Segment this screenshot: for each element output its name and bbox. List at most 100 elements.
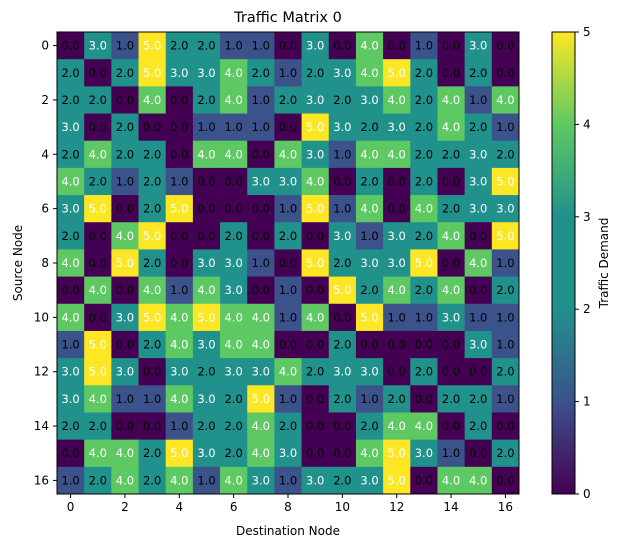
cell-value-label: 4.0 [116,473,134,487]
heatmap-cell [437,466,466,495]
cell-value-label: 0.0 [252,202,270,216]
cell-value-label: 4.0 [388,419,406,433]
cell-value-label: 0.0 [170,147,188,161]
cell-value-label: 0.0 [415,392,433,406]
cell-value-label: 1.0 [360,392,378,406]
cell-value-label: 2.0 [469,419,487,433]
cell-value-label: 4.0 [197,283,215,297]
cell-value-label: 1.0 [252,39,270,53]
cell-value-label: 0.0 [89,256,107,270]
cell-value-label: 0.0 [224,174,242,188]
heatmap-cell [220,32,248,60]
cell-value-label: 2.0 [197,39,215,53]
heatmap-cell [383,412,411,441]
heatmap-cell [410,412,438,441]
cell-value-label: 1.0 [496,120,514,134]
heatmap-cell [301,358,330,386]
heatmap-cell [491,249,520,277]
cell-value-label: 0.0 [442,174,460,188]
heatmap-cell [247,86,275,114]
cell-value-label: 2.0 [415,66,433,80]
heatmap-cell [138,330,167,359]
cell-value-label: 2.0 [469,66,487,80]
cell-value-label: 2.0 [333,256,351,270]
heatmap-cell [111,358,139,386]
cell-value-label: 4.0 [224,147,242,161]
heatmap-cell [301,412,330,441]
cell-value-label: 2.0 [469,120,487,134]
heatmap-cell [355,222,384,250]
cell-value-label: 5.0 [170,446,188,460]
cell-value-label: 4.0 [442,120,460,134]
heatmap-cell [383,358,411,386]
heatmap-cell [111,59,139,87]
cell-value-label: 3.0 [469,338,487,352]
heatmap-cell [84,32,112,60]
cell-value-label: 3.0 [388,120,406,134]
heatmap-cell [328,303,357,332]
heatmap-cell [410,439,438,468]
cell-value-label: 0.0 [61,446,79,460]
cell-value-label: 2.0 [388,392,406,406]
heatmap-cell [274,167,302,196]
heatmap-cell [491,330,520,359]
heatmap-cell [301,249,330,277]
heatmap-cell [57,195,85,223]
heatmap-cell [247,385,275,413]
heatmap-cell [301,59,330,87]
heatmap-cell [274,32,302,60]
heatmap-cell [220,276,248,305]
cell-value-label: 5.0 [306,120,324,134]
cell-value-label: 4.0 [469,256,487,270]
cell-value-label: 1.0 [170,283,188,297]
heatmap-cell [84,412,112,441]
heatmap-cell [192,222,221,250]
heatmap-cell [464,385,493,413]
heatmap-cell [165,222,194,250]
heatmap-cell [84,330,112,359]
cell-value-label: 2.0 [61,147,79,161]
cell-value-label: 3.0 [252,473,270,487]
cell-value-label: 0.0 [170,256,188,270]
heatmap-cell [220,195,248,223]
cell-value-label: 1.0 [496,392,514,406]
cell-value-label: 2.0 [116,66,134,80]
heatmap-cell [138,113,167,142]
cell-value-label: 0.0 [388,174,406,188]
x-axis-ticks: 0 2 4 6 8 10 12 14 16 [67,494,513,514]
cell-value-label: 4.0 [388,93,406,107]
cell-value-label: 4.0 [442,473,460,487]
cell-value-label: 3.0 [89,39,107,53]
heatmap-cell [274,330,302,359]
heatmap-cell [57,303,85,332]
cell-value-label: 2.0 [279,229,297,243]
heatmap-cell [464,249,493,277]
heatmap-cell [111,439,139,468]
colorbar-tick-label: 3 [583,210,591,224]
heatmap-cell [274,303,302,332]
cell-value-label: 0.0 [252,147,270,161]
cell-value-label: 1.0 [170,174,188,188]
cell-value-label: 4.0 [279,147,297,161]
cell-value-label: 0.0 [197,174,215,188]
cell-value-label: 5.0 [496,229,514,243]
cell-value-label: 0.0 [388,202,406,216]
heatmap-cell [111,195,139,223]
heatmap-cell [111,113,139,142]
cell-value-label: 1.0 [360,229,378,243]
heatmap-cell [464,412,493,441]
heatmap-cell [383,303,411,332]
heatmap-cell [355,195,384,223]
heatmap-cell [464,195,493,223]
cell-value-label: 3.0 [306,473,324,487]
heatmap-cell [410,32,438,60]
cell-value-label: 4.0 [89,446,107,460]
heatmap-cell [274,222,302,250]
cell-value-label: 4.0 [496,93,514,107]
cell-value-label: 1.0 [116,174,134,188]
heatmap-cell [138,358,167,386]
cell-value-label: 2.0 [442,392,460,406]
heatmap-cell [383,439,411,468]
heatmap-cell [165,249,194,277]
cell-value-label: 2.0 [415,120,433,134]
